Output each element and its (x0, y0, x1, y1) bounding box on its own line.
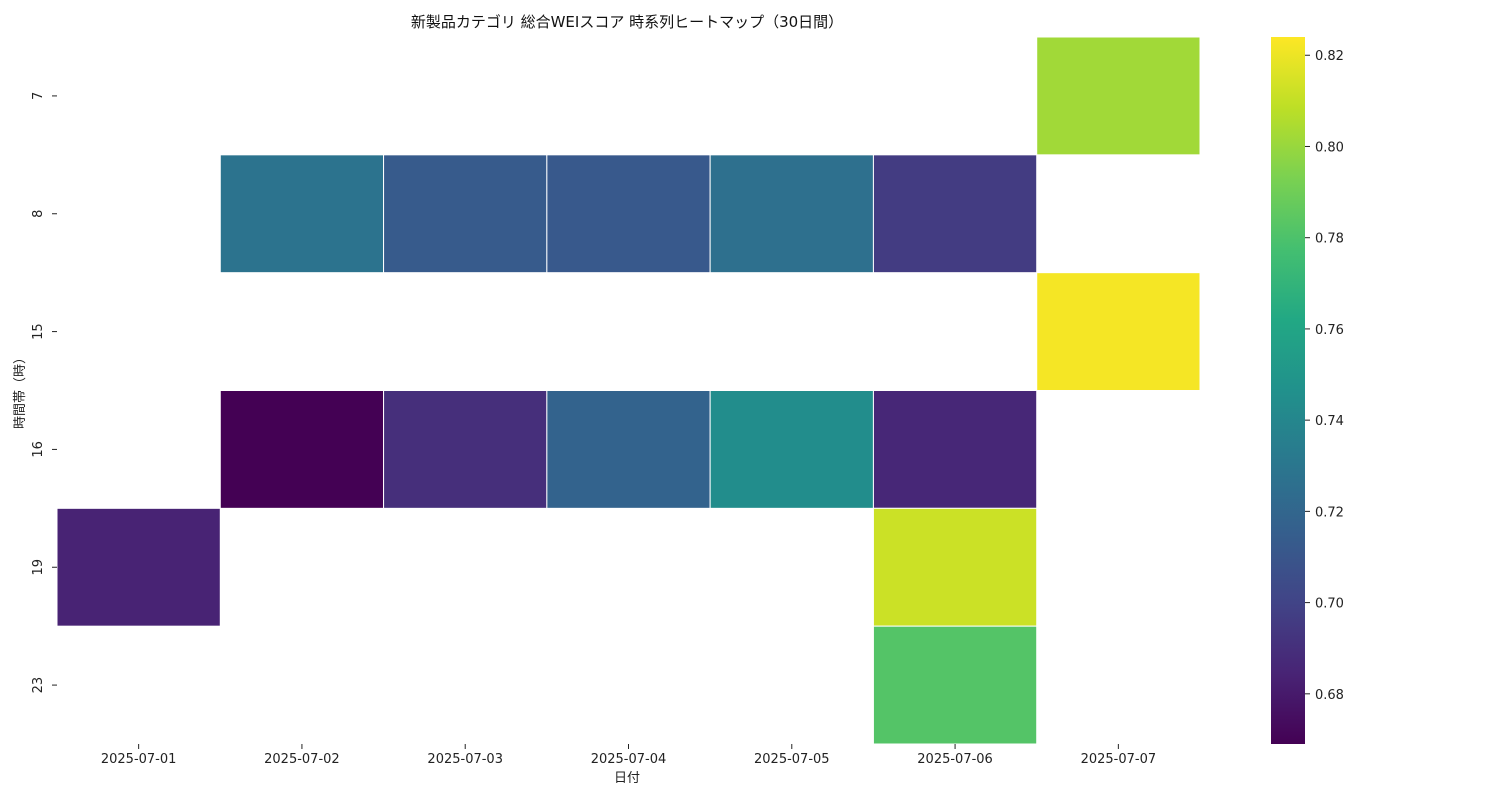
y-tick-label: 16 (31, 441, 46, 458)
y-tick-label: 23 (31, 677, 46, 694)
y-tick-label: 15 (31, 323, 46, 340)
heatmap-cell (56, 507, 221, 627)
heatmap-cell (546, 154, 711, 274)
heatmap-cell (709, 390, 874, 509)
heatmap-cell (219, 390, 385, 509)
heatmap-cells (56, 36, 1201, 745)
heatmap-cell (1036, 272, 1201, 391)
y-tick-label: 7 (31, 92, 46, 100)
y-tick-label: 8 (31, 210, 46, 218)
colorbar-tick-label: 0.74 (1315, 414, 1344, 429)
colorbar-tick-label: 0.78 (1315, 232, 1344, 247)
colorbar-tick-label: 0.80 (1315, 140, 1344, 155)
colorbar-tick-label: 0.76 (1315, 323, 1344, 338)
x-axis-label: 日付 (614, 771, 640, 786)
heatmap-cell (709, 154, 874, 274)
x-tick-label: 2025-07-07 (1081, 752, 1157, 767)
colorbar-tick-label: 0.68 (1315, 688, 1344, 703)
heatmap-cell (872, 154, 1038, 274)
x-tick-label: 2025-07-05 (754, 752, 830, 767)
x-tick-label: 2025-07-01 (101, 752, 177, 767)
colorbar-tick-label: 0.70 (1315, 597, 1344, 612)
x-axis-ticks: 2025-07-01 2025-07-02 2025-07-03 2025-07-04… (101, 744, 1156, 767)
colorbar-tick-label: 0.82 (1315, 49, 1344, 64)
chart-title: 新製品カテゴリ 総合WEIスコア 時系列ヒートマップ（30日間） (411, 13, 843, 31)
heatmap-cell (1036, 36, 1201, 156)
x-tick-label: 2025-07-02 (264, 752, 340, 767)
colorbar (1271, 37, 1305, 744)
x-tick-label: 2025-07-03 (427, 752, 503, 767)
y-axis-label: 時間帯（時） (13, 351, 28, 429)
y-tick-label: 19 (31, 559, 46, 576)
heatmap-cell (219, 154, 385, 274)
heatmap-cell (383, 390, 548, 509)
x-tick-label: 2025-07-06 (917, 752, 993, 767)
heatmap-cell (872, 507, 1038, 627)
heatmap-cell (872, 390, 1038, 509)
heatmap-cell (383, 154, 548, 274)
x-tick-label: 2025-07-04 (591, 752, 667, 767)
y-axis-ticks: 7 8 15 16 19 23 (31, 92, 57, 694)
colorbar-tick-label: 0.72 (1315, 505, 1344, 520)
colorbar-ticks: 0.68 0.70 0.72 0.74 0.76 0.78 0.80 0.82 (1305, 49, 1344, 703)
heatmap-cell (546, 390, 711, 509)
heatmap-cell (872, 625, 1038, 745)
